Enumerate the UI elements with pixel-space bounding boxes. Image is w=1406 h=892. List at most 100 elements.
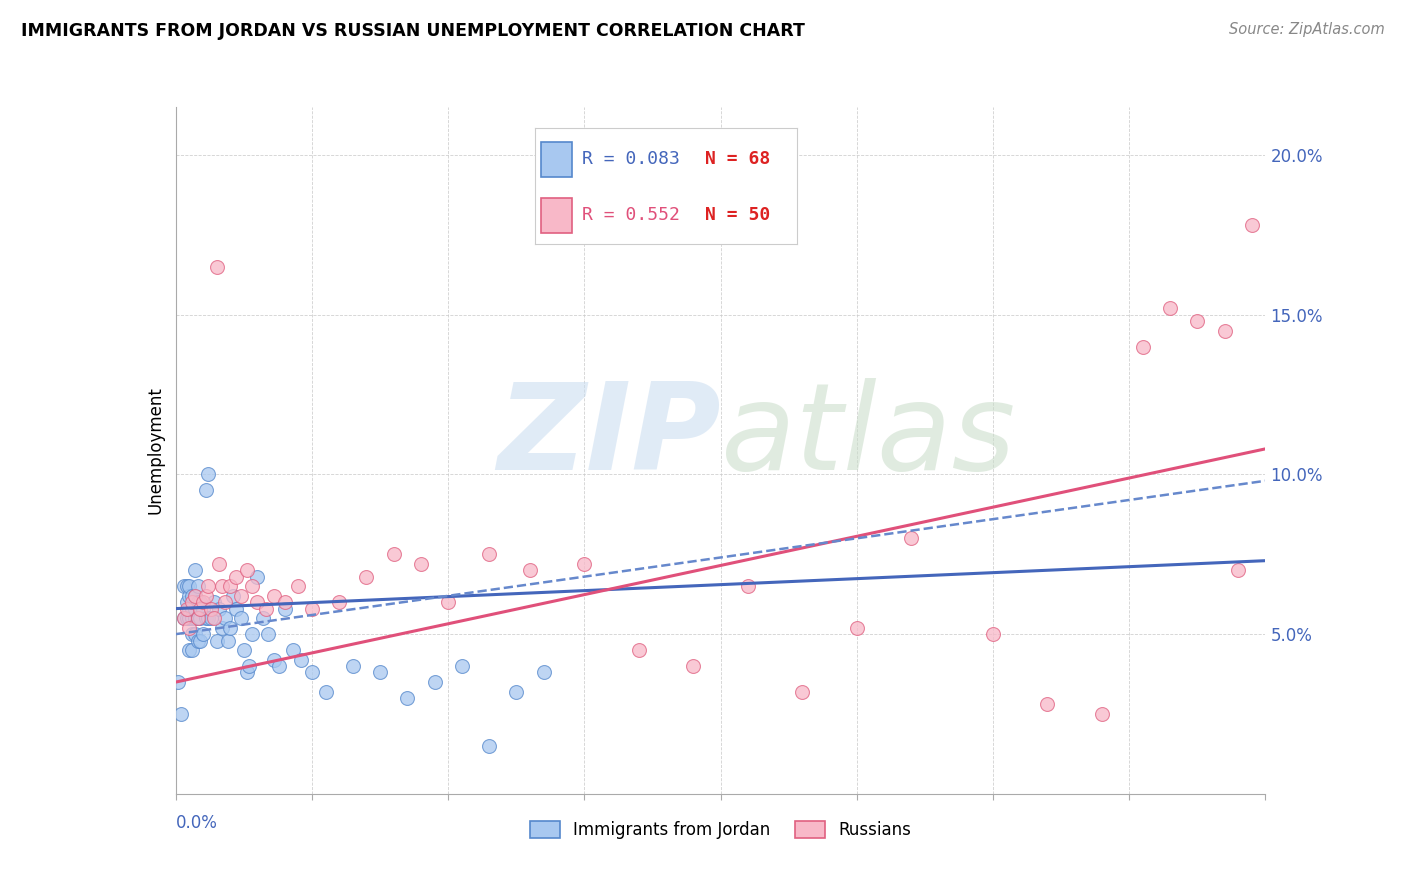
Point bbox=[186, 595, 209, 609]
Point bbox=[1213, 324, 1236, 338]
Point bbox=[235, 563, 257, 577]
Point bbox=[1227, 563, 1250, 577]
Point bbox=[176, 601, 198, 615]
Point bbox=[257, 627, 280, 641]
Point bbox=[217, 633, 239, 648]
Point bbox=[450, 659, 472, 673]
Point bbox=[173, 579, 195, 593]
Point bbox=[179, 589, 201, 603]
Point bbox=[225, 569, 247, 583]
Point bbox=[232, 643, 254, 657]
Point bbox=[231, 611, 253, 625]
Point bbox=[208, 601, 231, 615]
Point bbox=[208, 557, 231, 571]
Point bbox=[281, 643, 304, 657]
Point bbox=[1187, 314, 1209, 328]
Point bbox=[194, 589, 217, 603]
Point bbox=[478, 739, 501, 753]
Point bbox=[356, 569, 378, 583]
Point bbox=[263, 653, 285, 667]
Point bbox=[792, 684, 814, 698]
Point bbox=[179, 621, 201, 635]
Point bbox=[574, 557, 596, 571]
Point bbox=[167, 675, 190, 690]
Point bbox=[173, 611, 195, 625]
Point bbox=[191, 601, 214, 615]
Point bbox=[254, 601, 277, 615]
Point bbox=[409, 557, 432, 571]
Point bbox=[197, 467, 219, 482]
Point bbox=[246, 569, 269, 583]
Point bbox=[184, 563, 207, 577]
Point bbox=[186, 579, 209, 593]
Point bbox=[186, 633, 209, 648]
Point bbox=[225, 601, 247, 615]
Point bbox=[845, 621, 868, 635]
Point bbox=[202, 611, 225, 625]
Point bbox=[194, 483, 217, 498]
Point bbox=[222, 589, 245, 603]
Point bbox=[1240, 219, 1263, 233]
Point bbox=[342, 659, 364, 673]
Text: Source: ZipAtlas.com: Source: ZipAtlas.com bbox=[1229, 22, 1385, 37]
Point bbox=[1159, 301, 1181, 316]
Point bbox=[184, 601, 207, 615]
Point bbox=[197, 611, 219, 625]
Point bbox=[181, 611, 204, 625]
Point bbox=[188, 611, 211, 625]
Point bbox=[176, 595, 198, 609]
Point bbox=[219, 579, 242, 593]
Point bbox=[301, 665, 323, 680]
Point bbox=[188, 595, 211, 609]
Point bbox=[181, 627, 204, 641]
Point bbox=[184, 627, 207, 641]
Point bbox=[219, 621, 242, 635]
Point bbox=[263, 589, 285, 603]
Point bbox=[173, 611, 195, 625]
Point bbox=[181, 643, 204, 657]
Point bbox=[423, 675, 446, 690]
Point bbox=[246, 595, 269, 609]
Point bbox=[274, 595, 297, 609]
Point bbox=[519, 563, 541, 577]
Point bbox=[396, 691, 419, 706]
Point bbox=[191, 627, 214, 641]
Legend: Immigrants from Jordan, Russians: Immigrants from Jordan, Russians bbox=[522, 813, 920, 847]
Point bbox=[188, 601, 211, 615]
Point bbox=[382, 547, 405, 561]
Point bbox=[176, 579, 198, 593]
Point bbox=[301, 601, 323, 615]
Point bbox=[200, 611, 222, 625]
Point bbox=[328, 595, 350, 609]
Point bbox=[315, 684, 337, 698]
Y-axis label: Unemployment: Unemployment bbox=[146, 386, 165, 515]
Point bbox=[505, 684, 527, 698]
Point bbox=[533, 665, 555, 680]
Point bbox=[627, 643, 650, 657]
Point bbox=[179, 611, 201, 625]
Point bbox=[184, 589, 207, 603]
Point bbox=[186, 611, 209, 625]
Point bbox=[1091, 706, 1114, 721]
Point bbox=[290, 653, 312, 667]
Point bbox=[252, 611, 274, 625]
Point bbox=[231, 589, 253, 603]
Point bbox=[176, 611, 198, 625]
Point bbox=[211, 621, 233, 635]
Point bbox=[181, 601, 204, 615]
Point bbox=[682, 659, 704, 673]
Point bbox=[179, 579, 201, 593]
Point bbox=[186, 611, 209, 625]
Point bbox=[1132, 340, 1154, 354]
Point bbox=[287, 579, 309, 593]
Point bbox=[981, 627, 1004, 641]
Point bbox=[235, 665, 257, 680]
Point bbox=[1036, 698, 1059, 712]
Point bbox=[191, 595, 214, 609]
Point bbox=[274, 601, 297, 615]
Point bbox=[478, 547, 501, 561]
Text: IMMIGRANTS FROM JORDAN VS RUSSIAN UNEMPLOYMENT CORRELATION CHART: IMMIGRANTS FROM JORDAN VS RUSSIAN UNEMPL… bbox=[21, 22, 806, 40]
Point bbox=[205, 260, 228, 274]
Point bbox=[211, 579, 233, 593]
Point bbox=[269, 659, 291, 673]
